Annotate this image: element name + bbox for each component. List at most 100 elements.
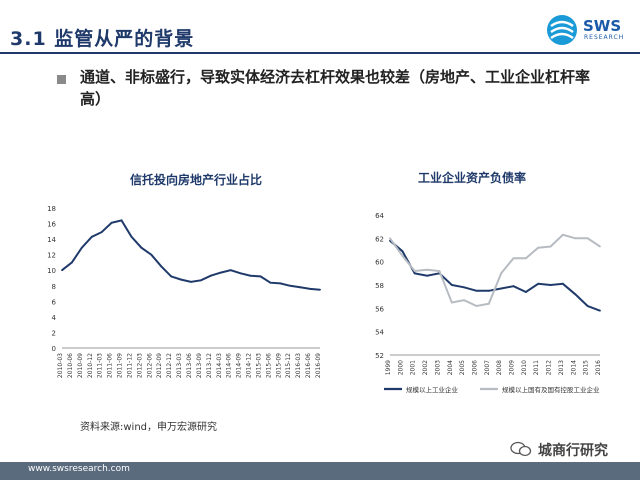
y-tick-label: 4: [52, 314, 57, 322]
data-point: [413, 272, 416, 275]
y-tick-label: 12: [47, 252, 56, 260]
title-divider: [0, 52, 640, 54]
x-tick-label: 2010-12: [87, 353, 94, 378]
data-point: [120, 219, 123, 222]
data-point: [401, 250, 404, 253]
data-point: [463, 286, 466, 289]
x-tick-label: 2015-03: [255, 353, 262, 378]
data-point: [574, 237, 577, 240]
legend-label-0: 规模以上工业企业: [406, 385, 459, 394]
data-point: [524, 257, 527, 260]
data-point: [537, 246, 540, 249]
y-tick-label: 16: [47, 221, 56, 229]
y-tick-label: 18: [47, 205, 56, 213]
x-tick-label: 2010-03: [57, 353, 64, 378]
y-tick-label: 14: [47, 236, 56, 244]
x-tick-label: 2014-09: [236, 353, 243, 378]
x-tick-label: 2015-06: [265, 353, 272, 378]
x-tick-label: 2012-03: [136, 353, 143, 378]
slide-title: 3.1 监管从严的背景: [10, 28, 195, 50]
footer-url[interactable]: www.swsresearch.com: [28, 464, 130, 474]
data-point: [574, 293, 577, 296]
y-tick-label: 58: [375, 282, 384, 290]
data-point: [150, 253, 153, 256]
x-tick-label: 2014-06: [226, 353, 233, 378]
data-point: [180, 278, 182, 281]
chart2-title: 工业企业资产负债率: [418, 171, 527, 185]
x-tick-label: 2010: [521, 360, 528, 375]
data-point: [426, 274, 428, 277]
bullet-text: 通道、非标盛行，导致实体经济去杠杆效果也较差（房地产、工业企业杠杆率高）: [80, 68, 591, 108]
x-tick-label: 2012-06: [146, 353, 153, 378]
x-tick-label: 2005: [459, 360, 466, 375]
data-point: [249, 274, 252, 277]
data-point: [549, 284, 552, 286]
x-tick-label: 2013: [558, 360, 565, 375]
x-tick-label: 2014: [570, 360, 577, 375]
data-point: [537, 282, 540, 285]
x-tick-label: 2015-12: [285, 353, 292, 378]
data-point: [487, 302, 490, 305]
data-point: [450, 301, 453, 304]
x-tick-label: 2000: [397, 360, 404, 375]
series-line-0: [389, 239, 601, 312]
data-point: [100, 231, 103, 234]
data-point: [438, 270, 441, 272]
data-point: [239, 272, 242, 275]
data-point: [170, 275, 173, 278]
x-tick-label: 2010-06: [67, 353, 74, 378]
data-point: [599, 309, 601, 312]
logo-subtext: RESEARCH: [584, 34, 625, 41]
x-tick-label: 2013-09: [196, 353, 203, 378]
x-tick-label: 2016-06: [305, 353, 312, 378]
chart1-trust-real-estate: 0 2 4 6 8 10 12 14 16 18 2010-03 2010-06 2010-09 2010…: [47, 205, 322, 378]
series-line-1: [389, 233, 601, 308]
data-point: [562, 233, 564, 236]
data-point: [130, 235, 133, 238]
x-tick-label: 2006: [471, 360, 478, 375]
x-tick-label: 1999: [385, 360, 392, 375]
x-tick-label: 2015: [583, 360, 590, 375]
y-tick-label: 56: [375, 305, 384, 313]
legend-label-1: 规模以上国有及国有控股工业企业: [502, 385, 600, 394]
x-tick-label: 2008: [496, 360, 503, 375]
data-point: [463, 299, 466, 302]
data-point: [319, 288, 321, 291]
data-point: [586, 237, 589, 240]
y-tick-label: 64: [375, 212, 384, 220]
data-point: [512, 257, 515, 260]
x-tick-label: 2004: [447, 360, 454, 375]
x-tick-label: 2014-12: [246, 353, 253, 378]
data-point: [279, 282, 282, 285]
series-line-0: [61, 219, 321, 291]
x-tick-label: 2011-12: [126, 353, 133, 378]
data-point: [61, 269, 63, 272]
data-point: [309, 287, 311, 290]
data-point: [512, 285, 515, 288]
data-point: [289, 284, 292, 287]
watermark-text: 城商行研究: [538, 443, 608, 459]
x-tick-label: 2014-03: [216, 353, 223, 378]
data-point: [160, 265, 163, 268]
y-tick-label: 8: [52, 283, 56, 291]
bullet-square-icon: [57, 75, 66, 84]
y-tick-label: 54: [375, 329, 384, 337]
footer-bar: [0, 462, 640, 480]
data-point: [219, 271, 222, 274]
data-point: [500, 287, 503, 290]
x-tick-label: 2012-12: [166, 353, 173, 378]
data-point: [549, 245, 552, 248]
data-point: [500, 272, 503, 275]
x-tick-label: 2001: [410, 360, 417, 375]
y-tick-label: 62: [375, 235, 384, 243]
y-tick-label: 52: [375, 352, 384, 360]
wechat-icon: [510, 441, 532, 457]
data-point: [269, 281, 272, 284]
x-tick-label: 2011: [533, 360, 540, 375]
data-point: [90, 235, 93, 238]
x-tick-label: 2013-12: [206, 353, 213, 378]
data-point: [190, 280, 192, 283]
data-point: [401, 254, 404, 257]
data-point: [110, 221, 113, 224]
y-tick-label: 10: [47, 267, 56, 275]
